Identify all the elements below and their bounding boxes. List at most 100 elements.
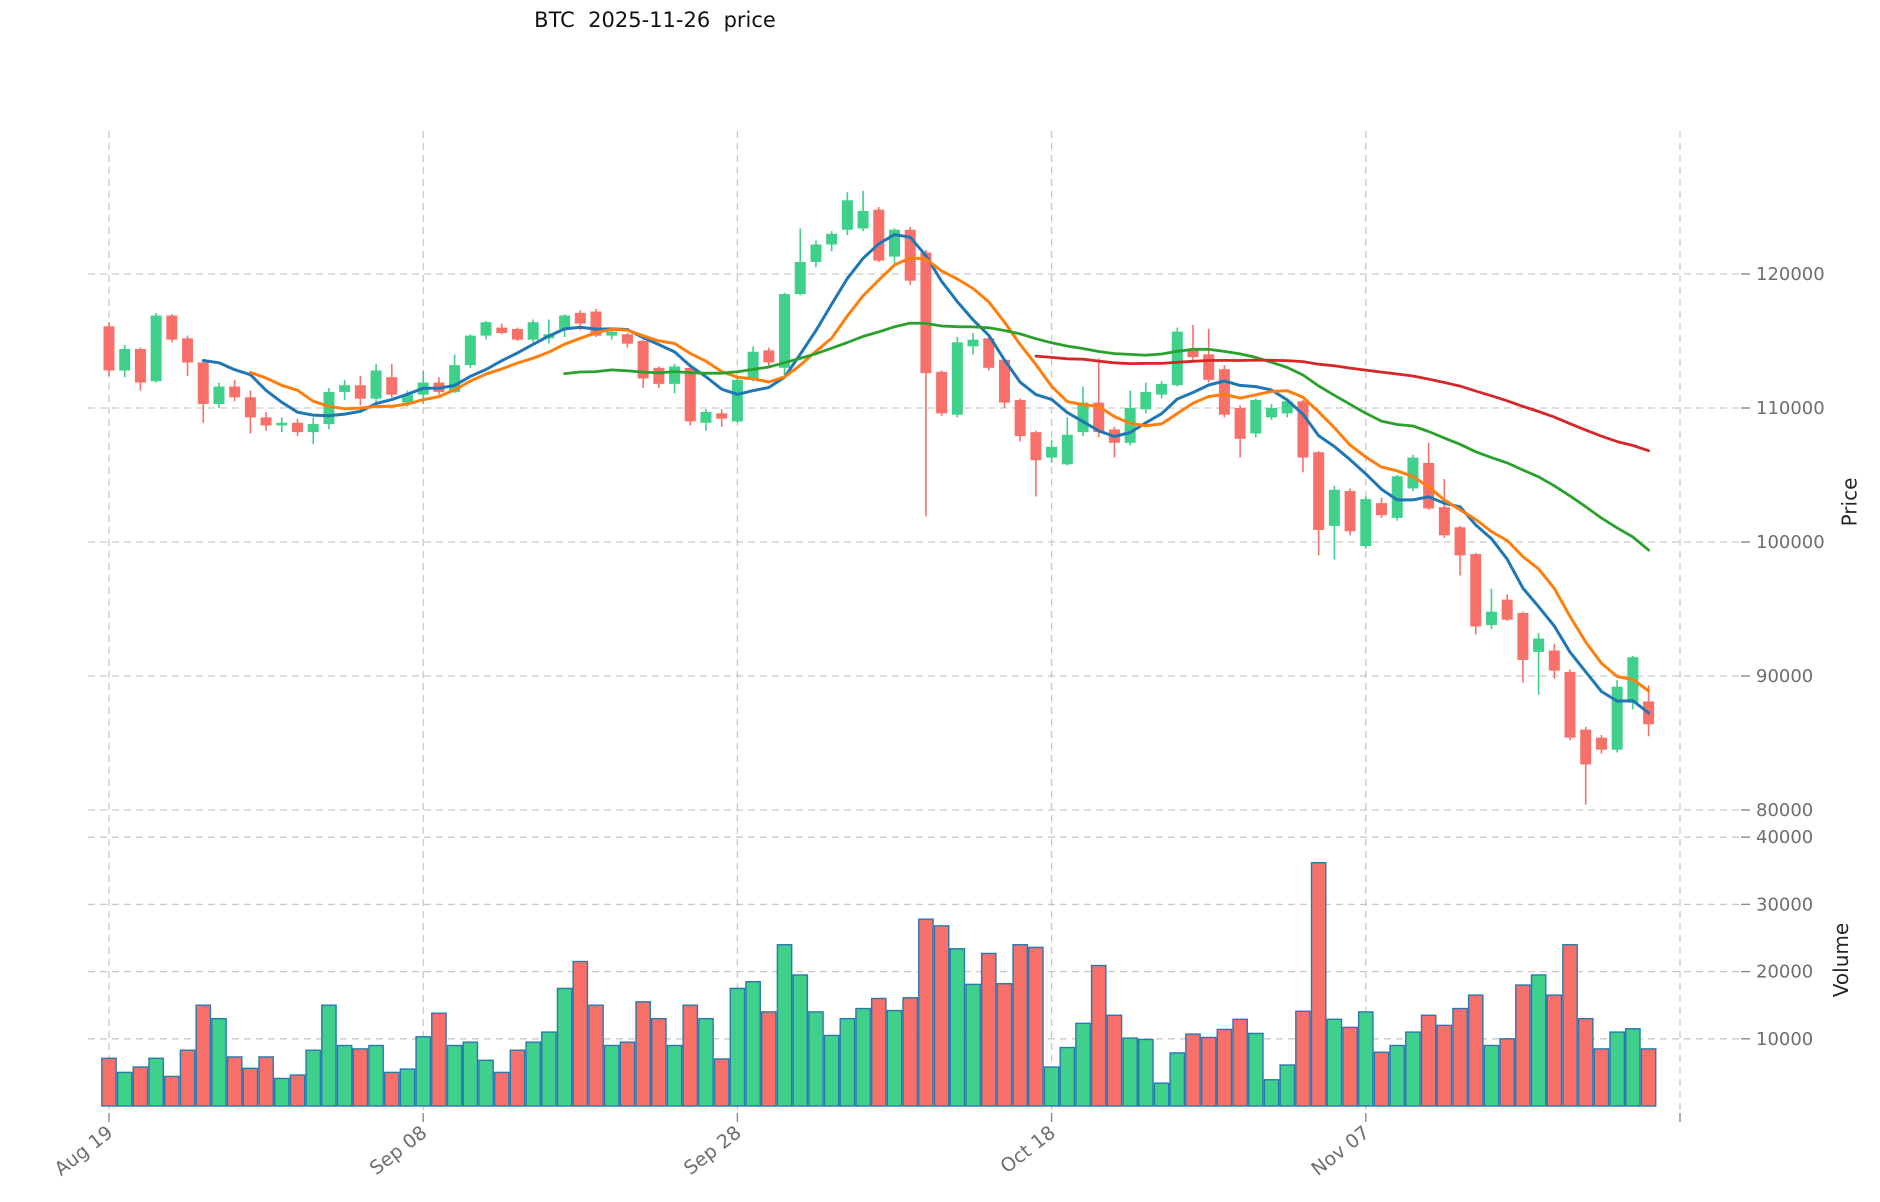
candle-body [1580, 729, 1592, 765]
candle-body [1611, 686, 1623, 750]
candle-body [197, 362, 209, 404]
volume-bar [1562, 944, 1578, 1107]
volume-bar [666, 1044, 683, 1107]
candle-body [307, 424, 319, 433]
candle-body [1328, 489, 1340, 526]
volume-bar [949, 948, 966, 1107]
candle-body [464, 335, 476, 366]
volume-bar [870, 997, 887, 1107]
candle-body [370, 370, 382, 399]
candle-body [1485, 611, 1497, 626]
candle-body [1014, 399, 1026, 437]
volume-bar [1012, 944, 1029, 1107]
volume-tick-label: 30000 [1756, 894, 1813, 915]
candle-body [1470, 554, 1482, 627]
volume-bar [1515, 984, 1531, 1107]
volume-bar [1043, 1066, 1060, 1107]
moving-average-layer [201, 233, 1651, 715]
candle-body [1140, 391, 1152, 410]
volume-bar [399, 1068, 416, 1107]
candle-body [1407, 457, 1419, 489]
candle-body [590, 311, 602, 336]
volume-bar [1216, 1028, 1233, 1107]
volume-bar [651, 1017, 667, 1107]
volume-bar [258, 1056, 274, 1107]
volume-bar [823, 1034, 840, 1107]
volume-bar [493, 1071, 510, 1107]
volume-bar [776, 944, 793, 1107]
volume-bar [1342, 1026, 1358, 1107]
candle-body [747, 351, 759, 380]
candle-body [669, 366, 681, 384]
candle-body [1093, 402, 1105, 433]
ma-7-line [201, 233, 1651, 715]
candle-body [1030, 432, 1042, 461]
candle-body [1438, 507, 1450, 536]
volume-bar [1090, 964, 1107, 1107]
volume-bar [886, 1009, 903, 1107]
volume-bar [902, 997, 919, 1107]
candle-body [574, 312, 586, 324]
volume-bar [242, 1067, 259, 1107]
x-tick-label: Oct 18 [996, 1122, 1059, 1178]
volume-bar [808, 1011, 824, 1107]
volume-bar [760, 1011, 777, 1107]
volume-bar [1263, 1079, 1280, 1107]
candle-body [1156, 383, 1168, 395]
candle-body [826, 233, 838, 245]
candle-body [1077, 402, 1089, 433]
volume-axis-label: Volume [1828, 922, 1853, 998]
volume-bar [1153, 1082, 1170, 1107]
x-tick-label: Sep 28 [680, 1122, 746, 1180]
candle-body [998, 359, 1010, 403]
price-tick-label: 110000 [1756, 398, 1825, 419]
volume-bar [163, 1075, 180, 1107]
candle-body [983, 338, 995, 368]
candle-body [731, 379, 743, 422]
candle-body [1391, 476, 1403, 518]
candle-body [904, 229, 916, 281]
candle-body [244, 397, 256, 418]
volume-bar [336, 1044, 353, 1107]
candle-body [779, 294, 791, 368]
volume-bar [635, 1001, 651, 1107]
volume-bar [1420, 1014, 1437, 1107]
volume-bar [148, 1057, 164, 1107]
volume-bar [1326, 1018, 1343, 1107]
volume-tick-label: 20000 [1756, 962, 1813, 983]
volume-bar [1279, 1064, 1296, 1107]
candle-body [103, 326, 115, 371]
candle-body [1171, 331, 1183, 386]
x-tick-label: Aug 19 [50, 1122, 117, 1181]
volume-bar [1200, 1036, 1217, 1107]
volume-bar [1405, 1031, 1421, 1107]
volume-bar [713, 1058, 730, 1107]
volume-bar [1373, 1051, 1390, 1107]
volume-bar [933, 925, 950, 1107]
candle-body [716, 413, 728, 419]
volume-bar [289, 1074, 306, 1107]
price-tick-label: 120000 [1756, 264, 1825, 285]
candle-body [511, 328, 523, 340]
ma-60-line [1034, 354, 1650, 453]
candle-body [1218, 369, 1230, 415]
candle-body [841, 200, 853, 230]
candle-body [1548, 650, 1560, 671]
candle-body [1517, 613, 1529, 660]
ma-10-line [248, 256, 1651, 693]
candle-body [150, 315, 162, 382]
volume-bar [509, 1049, 526, 1107]
volume-bar [541, 1031, 557, 1107]
candle-body [857, 211, 869, 229]
candle-body [873, 209, 885, 261]
volume-bar [588, 1004, 604, 1107]
volume-bar [305, 1049, 322, 1107]
volume-bar [1577, 1017, 1594, 1107]
candle-body [401, 394, 413, 403]
candle-body [496, 327, 508, 333]
volume-bar [1028, 946, 1044, 1107]
candle-body [1061, 434, 1073, 465]
candle-body [1454, 527, 1466, 556]
